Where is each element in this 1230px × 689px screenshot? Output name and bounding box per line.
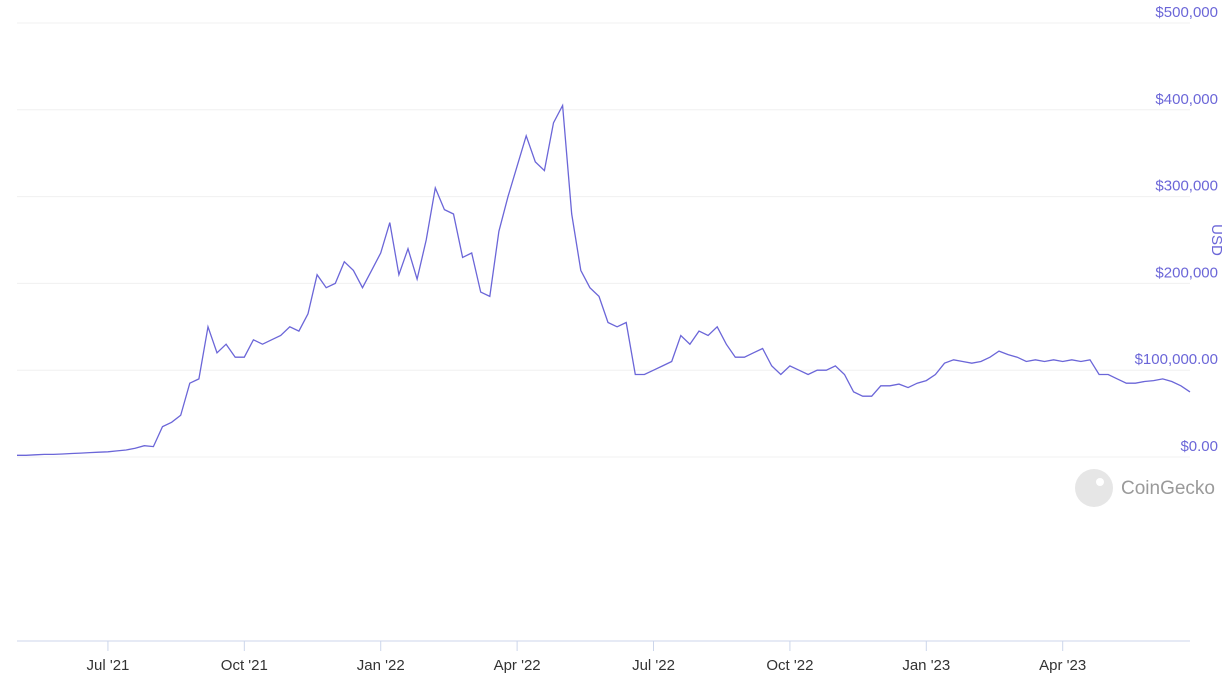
watermark: CoinGecko [1121,478,1215,499]
y-tick-label: $500,000 [1155,4,1218,21]
price-line [17,103,1191,456]
x-tick-label: Apr '23 [1039,657,1086,674]
x-tick-label: Jan '23 [902,657,950,674]
y-tick-label: $100,000.00 [1135,351,1218,368]
y-tick-label: $300,000 [1155,178,1218,195]
x-tick-label: Jan '22 [357,657,405,674]
x-tick-label: Apr '22 [494,657,541,674]
y-axis-label: USD [1208,224,1225,256]
y-tick-label: $400,000 [1155,91,1218,108]
watermark-logo [1075,469,1113,507]
x-tick-label: Jul '22 [632,657,675,674]
x-tick-label: Oct '22 [766,657,813,674]
y-tick-label: $0.00 [1180,438,1218,455]
x-tick-label: Oct '21 [221,657,268,674]
y-tick-label: $200,000 [1155,264,1218,281]
x-tick-label: Jul '21 [86,657,129,674]
